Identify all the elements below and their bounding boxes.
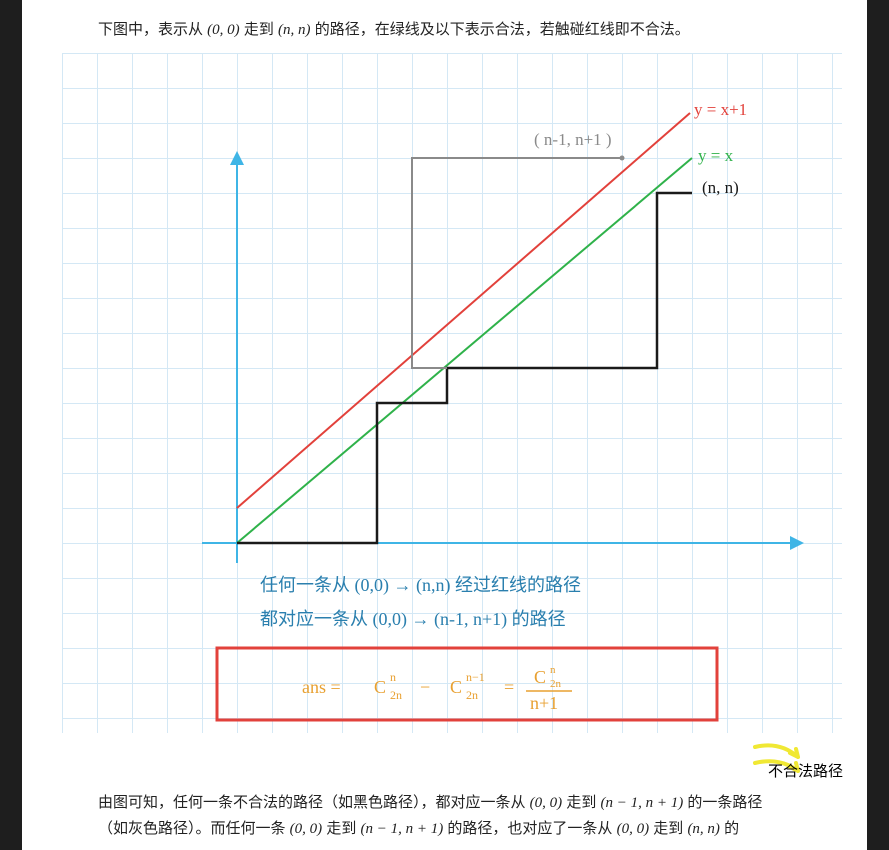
text: 的 (724, 820, 739, 837)
coord-00: (0, 0) (207, 22, 240, 38)
text: 的一条路径 (687, 794, 762, 811)
diagram-area: y = x y = x+1 (n, n) ( n-1, n+1 ) 任何一条从 … (62, 53, 842, 733)
formula-c2: C (450, 677, 462, 697)
formula-c2-sup: n−1 (466, 670, 485, 684)
text: 由图可知，任何一条不合法的路径（如黑色路径），都对应一条从 (98, 794, 530, 811)
formula-eq: = (504, 677, 514, 697)
yellow-callout-text: 不合法路径 (768, 760, 843, 781)
text: 走到 (326, 820, 360, 837)
hand-note-line2: 都对应一条从 (0,0) → (n-1, n+1) 的路径 (260, 609, 566, 630)
bottom-description: 由图可知，任何一条不合法的路径（如黑色路径），都对应一条从 (0, 0) 走到 … (98, 790, 848, 843)
coord: (n, n) (687, 821, 720, 837)
text: 下图中，表示从 (98, 21, 207, 38)
page: 下图中，表示从 (0, 0) 走到 (n, n) 的路径，在绿线及以下表示合法，… (22, 0, 867, 850)
gray-endpoint-dot (620, 156, 625, 161)
text: 走到 (244, 21, 278, 38)
formula-c1-sup: n (390, 670, 396, 684)
frac-top-c: C (534, 667, 546, 687)
black-path-end-label: (n, n) (702, 178, 739, 197)
coord: (0, 0) (290, 821, 323, 837)
coord: (0, 0) (617, 821, 650, 837)
green-line-label: y = x (698, 146, 734, 165)
formula-lhs: ans = (302, 677, 341, 697)
formula-c2-sub: 2n (466, 688, 478, 702)
coord: (n − 1, n + 1) (601, 795, 684, 811)
frac-top-sup: n (550, 664, 556, 676)
formula-box (217, 648, 717, 720)
coord: (0, 0) (530, 795, 563, 811)
frac-bot: n+1 (530, 693, 558, 713)
red-line-label: y = x+1 (694, 100, 747, 119)
diagram-svg: y = x y = x+1 (n, n) ( n-1, n+1 ) 任何一条从 … (62, 53, 842, 733)
coord-nn: (n, n) (278, 22, 311, 38)
formula-fraction: C n 2n n+1 (526, 664, 572, 713)
formula-c1: C (374, 677, 386, 697)
text: 走到 (566, 794, 600, 811)
gray-path-end-label: ( n-1, n+1 ) (534, 130, 612, 149)
formula-c1-sub: 2n (390, 688, 402, 702)
text: 走到 (653, 820, 687, 837)
black-path (237, 193, 692, 543)
coord: (n − 1, n + 1) (361, 821, 444, 837)
text: 的路径，也对应了一条从 (447, 820, 616, 837)
hand-note-line1: 任何一条从 (0,0) → (n,n) 经过红线的路径 (260, 575, 581, 596)
frac-top-sub: 2n (550, 678, 562, 690)
top-description: 下图中，表示从 (0, 0) 走到 (n, n) 的路径，在绿线及以下表示合法，… (98, 18, 867, 39)
red-line (237, 113, 690, 508)
formula: ans = C n 2n − C n−1 2n = C n 2n n+1 (302, 664, 572, 713)
text: 的路径，在绿线及以下表示合法，若触碰红线即不合法。 (315, 21, 690, 38)
formula-minus: − (420, 677, 430, 697)
green-line (237, 158, 692, 543)
text: （如灰色路径）。而任何一条 (98, 820, 290, 837)
